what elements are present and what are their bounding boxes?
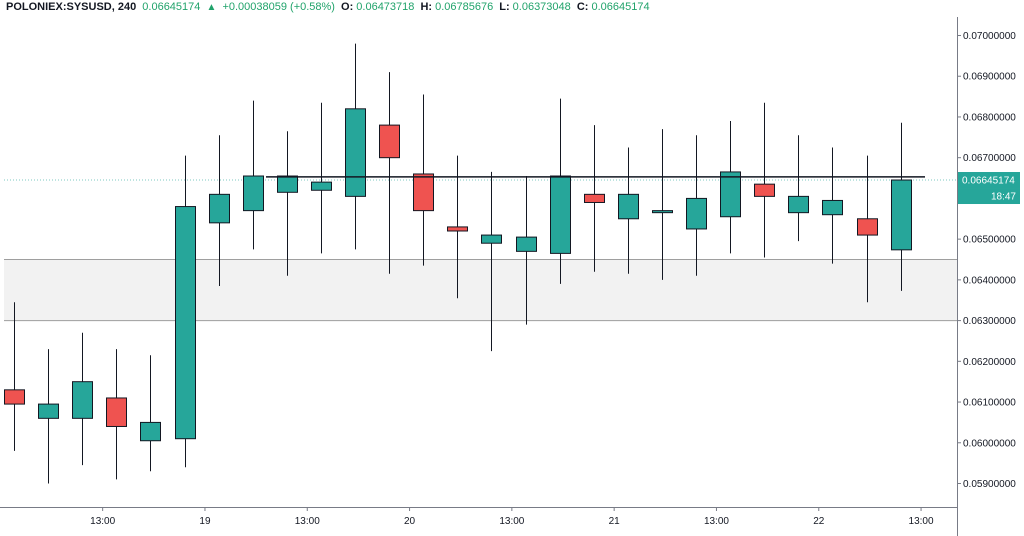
x-tick-label: 13:00 (295, 516, 320, 527)
candle-body (413, 173, 434, 212)
x-tick-label: 13:00 (90, 516, 115, 527)
candle[interactable] (277, 131, 298, 276)
open-value: 0.06473718 (356, 1, 415, 13)
y-tick-label: 0.06500000 (963, 235, 1016, 246)
y-tick-label: 0.06000000 (963, 438, 1016, 449)
candle[interactable] (140, 355, 161, 472)
candle-body (516, 236, 537, 252)
countdown-tag-label: 18:47 (991, 192, 1016, 203)
candle-body (106, 397, 127, 427)
support-zone (4, 259, 957, 321)
candle[interactable] (4, 302, 25, 451)
open-label: O: (341, 1, 354, 13)
y-tick-label: 0.06100000 (963, 398, 1016, 409)
chart-legend-header: POLONIEX:SYSUSD, 240 0.06645174 ▲ +0.000… (6, 1, 653, 15)
candle-body (550, 175, 571, 254)
candle-body (379, 124, 400, 159)
up-triangle-icon: ▲ (206, 2, 217, 13)
symbol-label[interactable]: POLONIEX:SYSUSD, 240 (6, 1, 137, 13)
x-tick-label: 19 (199, 516, 211, 527)
candle-body (788, 195, 809, 214)
close-value: 0.06645174 (591, 1, 650, 13)
x-tick-label: 13:00 (499, 516, 524, 527)
candle[interactable] (720, 121, 741, 254)
candle-body (857, 218, 878, 236)
high-value: 0.06785676 (435, 1, 494, 13)
candle-body (686, 197, 707, 230)
candle[interactable] (243, 100, 264, 250)
candle[interactable] (686, 135, 707, 276)
y-tick-label: 0.06800000 (963, 112, 1016, 123)
candle-body (481, 234, 502, 244)
price-change: +0.00038059 (+0.58%) (222, 1, 335, 13)
candle-body (38, 403, 59, 419)
candle[interactable] (618, 147, 639, 274)
candle[interactable] (788, 135, 809, 242)
candle[interactable] (584, 125, 605, 272)
low-label: L: (499, 1, 510, 13)
x-tick-label: 20 (404, 516, 416, 527)
candle[interactable] (447, 155, 468, 299)
candle-body (345, 108, 366, 197)
close-label: C: (576, 1, 589, 13)
candle-body (277, 175, 298, 193)
candle[interactable] (822, 147, 843, 264)
candle[interactable] (550, 98, 571, 284)
candle-body (4, 389, 25, 405)
last-price-tag-label: 0.06645174 (962, 176, 1015, 187)
candle-body (175, 206, 196, 440)
last-price-tag (958, 172, 1020, 189)
y-tick-label: 0.06200000 (963, 357, 1016, 368)
y-tick-label: 0.05900000 (963, 479, 1016, 490)
x-tick-label: 13:00 (909, 516, 934, 527)
candle-body (447, 226, 468, 232)
candle-body (618, 193, 639, 220)
y-tick-label: 0.06900000 (963, 72, 1016, 83)
candle-body (209, 193, 230, 224)
candle[interactable] (38, 349, 59, 484)
x-tick-label: 22 (813, 516, 825, 527)
x-tick-label: 21 (609, 516, 621, 527)
candle[interactable] (891, 122, 912, 291)
y-tick-label: 0.06300000 (963, 316, 1016, 327)
candle-body (891, 179, 912, 251)
candle[interactable] (857, 155, 878, 303)
candle[interactable] (345, 43, 366, 250)
y-tick-label: 0.06700000 (963, 153, 1016, 164)
candle[interactable] (106, 349, 127, 480)
y-tick-label: 0.07000000 (963, 31, 1016, 42)
candle-body (311, 181, 332, 191)
candle[interactable] (72, 332, 93, 466)
candle-body (652, 210, 673, 214)
candle-body (140, 421, 161, 442)
x-tick-label: 13:00 (704, 516, 729, 527)
candle-body (754, 183, 775, 197)
candle-body (720, 171, 741, 218)
candle[interactable] (175, 155, 196, 468)
candle[interactable] (652, 129, 673, 280)
candle[interactable] (516, 176, 537, 325)
high-label: H: (420, 1, 433, 13)
last-price: 0.06645174 (142, 1, 201, 13)
candle[interactable] (379, 72, 400, 274)
candle-body (72, 381, 93, 419)
candle[interactable] (209, 135, 230, 286)
candle[interactable] (481, 171, 502, 352)
countdown-tag (958, 188, 1020, 205)
candle-body (822, 199, 843, 216)
candle-body (584, 193, 605, 203)
candle-body (243, 175, 264, 212)
candle[interactable] (413, 94, 434, 266)
y-tick-label: 0.06400000 (963, 275, 1016, 286)
candle[interactable] (311, 102, 332, 254)
low-value: 0.06373048 (512, 1, 571, 13)
candle[interactable] (754, 102, 775, 258)
